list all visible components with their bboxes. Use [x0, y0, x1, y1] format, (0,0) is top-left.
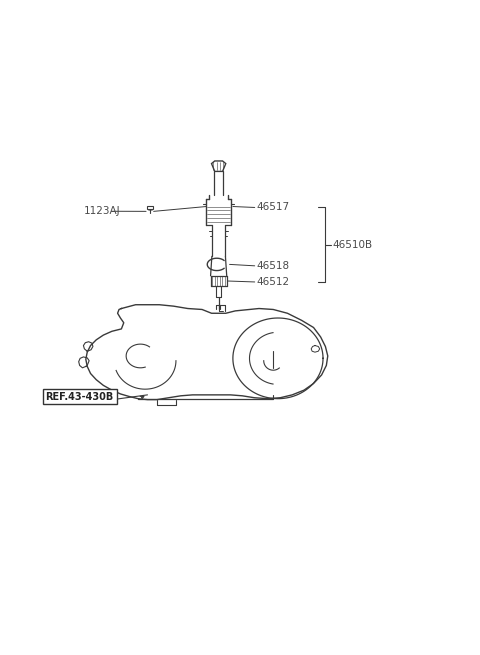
Text: 46518: 46518 [257, 261, 290, 271]
Text: 46517: 46517 [257, 202, 290, 212]
Text: 46512: 46512 [257, 277, 290, 287]
Text: 46510B: 46510B [332, 240, 372, 250]
Polygon shape [212, 161, 226, 172]
Text: 1123AJ: 1123AJ [84, 206, 120, 216]
Bar [147, 206, 153, 209]
Text: REF.43-430B: REF.43-430B [46, 392, 114, 402]
